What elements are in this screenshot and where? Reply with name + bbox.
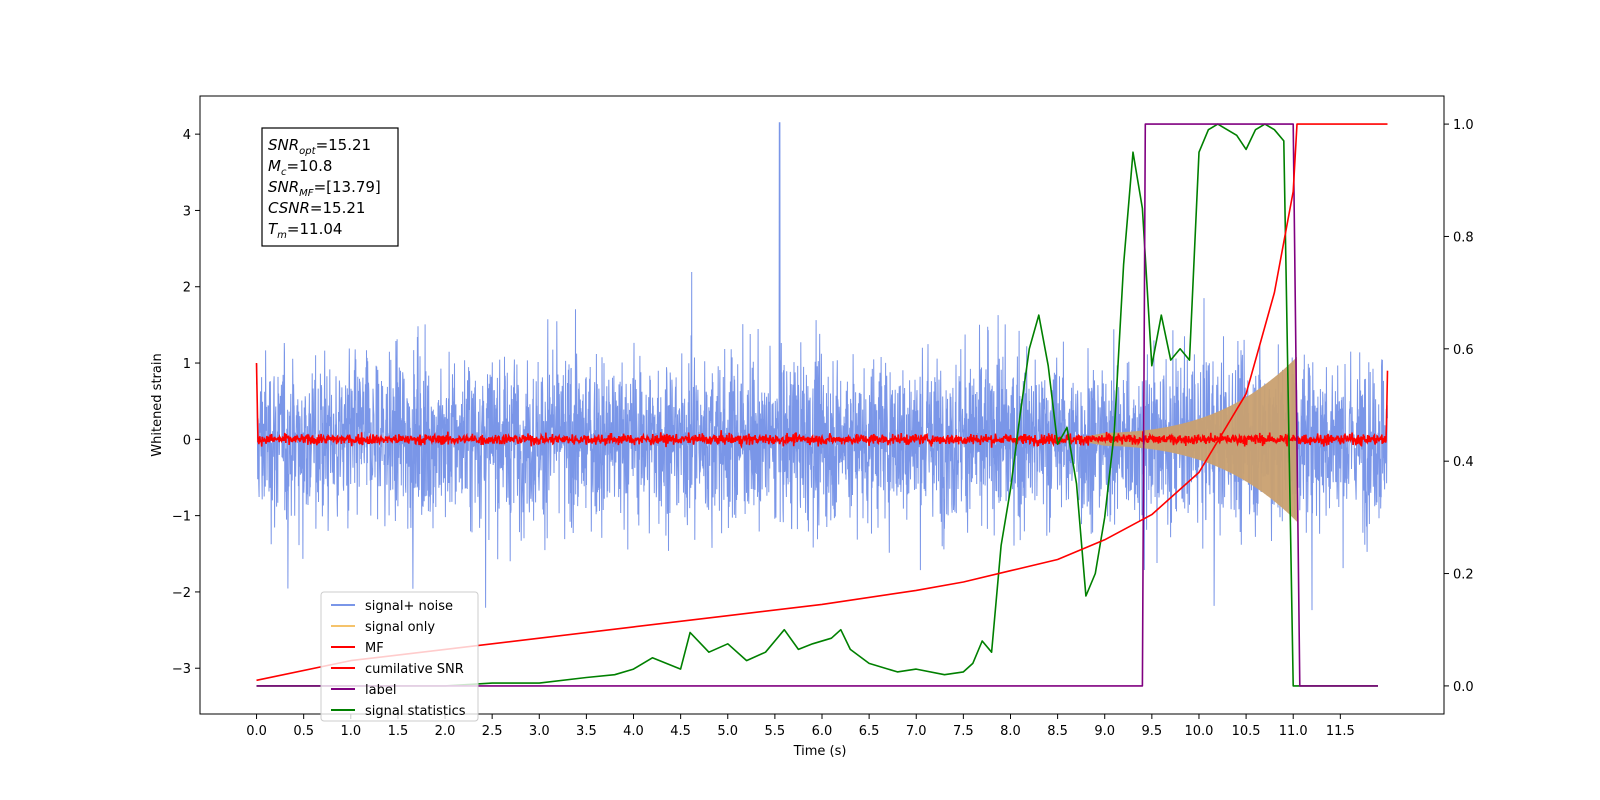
x-tick-label: 1.0 (340, 724, 361, 739)
series-label (256, 123, 1378, 687)
legend-entry: cumilative SNR (365, 662, 464, 677)
x-tick-label: 5.5 (765, 724, 786, 739)
y-axis-right: 1.0 0.8 0.6 0.4 0.2 0.0 (1444, 118, 1474, 695)
legend-entry: signal statistics (365, 704, 466, 719)
x-tick-label: 2.0 (435, 724, 456, 739)
x-tick-label: 3.5 (576, 724, 597, 739)
y-right-tick-label: 0.6 (1453, 343, 1474, 358)
y-left-tick-label: 4 (183, 128, 191, 143)
y-right-tick-label: 1.0 (1453, 118, 1474, 133)
x-tick-label: 5.0 (717, 724, 738, 739)
x-tick-label: 9.5 (1142, 724, 1163, 739)
x-tick-label: 7.0 (906, 724, 927, 739)
y-left-tick-label: 0 (183, 433, 191, 448)
x-tick-label: 11.0 (1279, 724, 1308, 739)
series-signal-plus-noise (256, 122, 1388, 611)
y-left-tick-label: −3 (172, 662, 191, 677)
y-left-tick-label: 3 (183, 204, 191, 219)
x-tick-label: 0.0 (246, 724, 267, 739)
x-tick-label: 10.0 (1184, 724, 1213, 739)
y-left-tick-label: 1 (183, 357, 191, 372)
x-tick-label: 6.0 (812, 724, 833, 739)
x-tick-label: 3.0 (529, 724, 550, 739)
y-left-tick-label: −2 (172, 586, 191, 601)
y-left-tick-label: −1 (172, 510, 191, 525)
x-axis-label: Time (s) (793, 744, 847, 759)
y-axis-left: 4 3 2 1 0 −1 −2 −3 (172, 128, 200, 677)
info-box: SNRopt=15.21Mc=10.8SNRMF=[13.79]CSNR=15.… (261, 127, 399, 247)
info-box-line: CSNR=15.21 (268, 199, 365, 217)
series-mf (255, 362, 1389, 449)
x-tick-label: 0.5 (293, 724, 314, 739)
legend-entry: MF (365, 641, 384, 656)
y-right-tick-label: 0.4 (1453, 455, 1474, 470)
info-box-line: Mc=10.8 (268, 157, 332, 178)
info-box-line: SNRopt=15.21 (268, 136, 371, 157)
series-signal-statistics (256, 123, 1378, 687)
series-layer (255, 122, 1389, 687)
y-right-tick-label: 0.0 (1453, 680, 1474, 695)
x-axis: 0.0 0.5 1.0 1.5 2.0 2.5 3.0 3.5 4.0 4.5 5.0 5.5 6.0 6… (246, 714, 1355, 739)
y-axis-left-label: Whitened strain (150, 353, 165, 456)
x-tick-label: 11.5 (1326, 724, 1355, 739)
x-tick-label: 4.0 (623, 724, 644, 739)
info-box-line: SNRMF=[13.79] (268, 178, 381, 199)
info-box-line: Tm=11.04 (268, 220, 342, 241)
series-cumulative-snr (256, 123, 1388, 682)
legend: signal+ noise signal only MF cumilative SNR… (320, 591, 479, 722)
x-tick-label: 8.0 (1000, 724, 1021, 739)
y-right-tick-label: 0.8 (1453, 230, 1474, 245)
legend-entry: signal+ noise (365, 599, 453, 614)
x-tick-label: 4.5 (670, 724, 691, 739)
x-tick-label: 1.5 (388, 724, 409, 739)
y-left-tick-label: 2 (183, 281, 191, 296)
x-tick-label: 8.5 (1047, 724, 1068, 739)
x-tick-label: 10.5 (1232, 724, 1261, 739)
legend-entry: signal only (365, 620, 435, 635)
y-right-tick-label: 0.2 (1453, 568, 1474, 583)
x-tick-label: 6.5 (859, 724, 880, 739)
x-tick-label: 2.5 (482, 724, 503, 739)
x-tick-label: 9.0 (1094, 724, 1115, 739)
legend-entry: label (365, 683, 396, 698)
x-tick-label: 7.5 (953, 724, 974, 739)
